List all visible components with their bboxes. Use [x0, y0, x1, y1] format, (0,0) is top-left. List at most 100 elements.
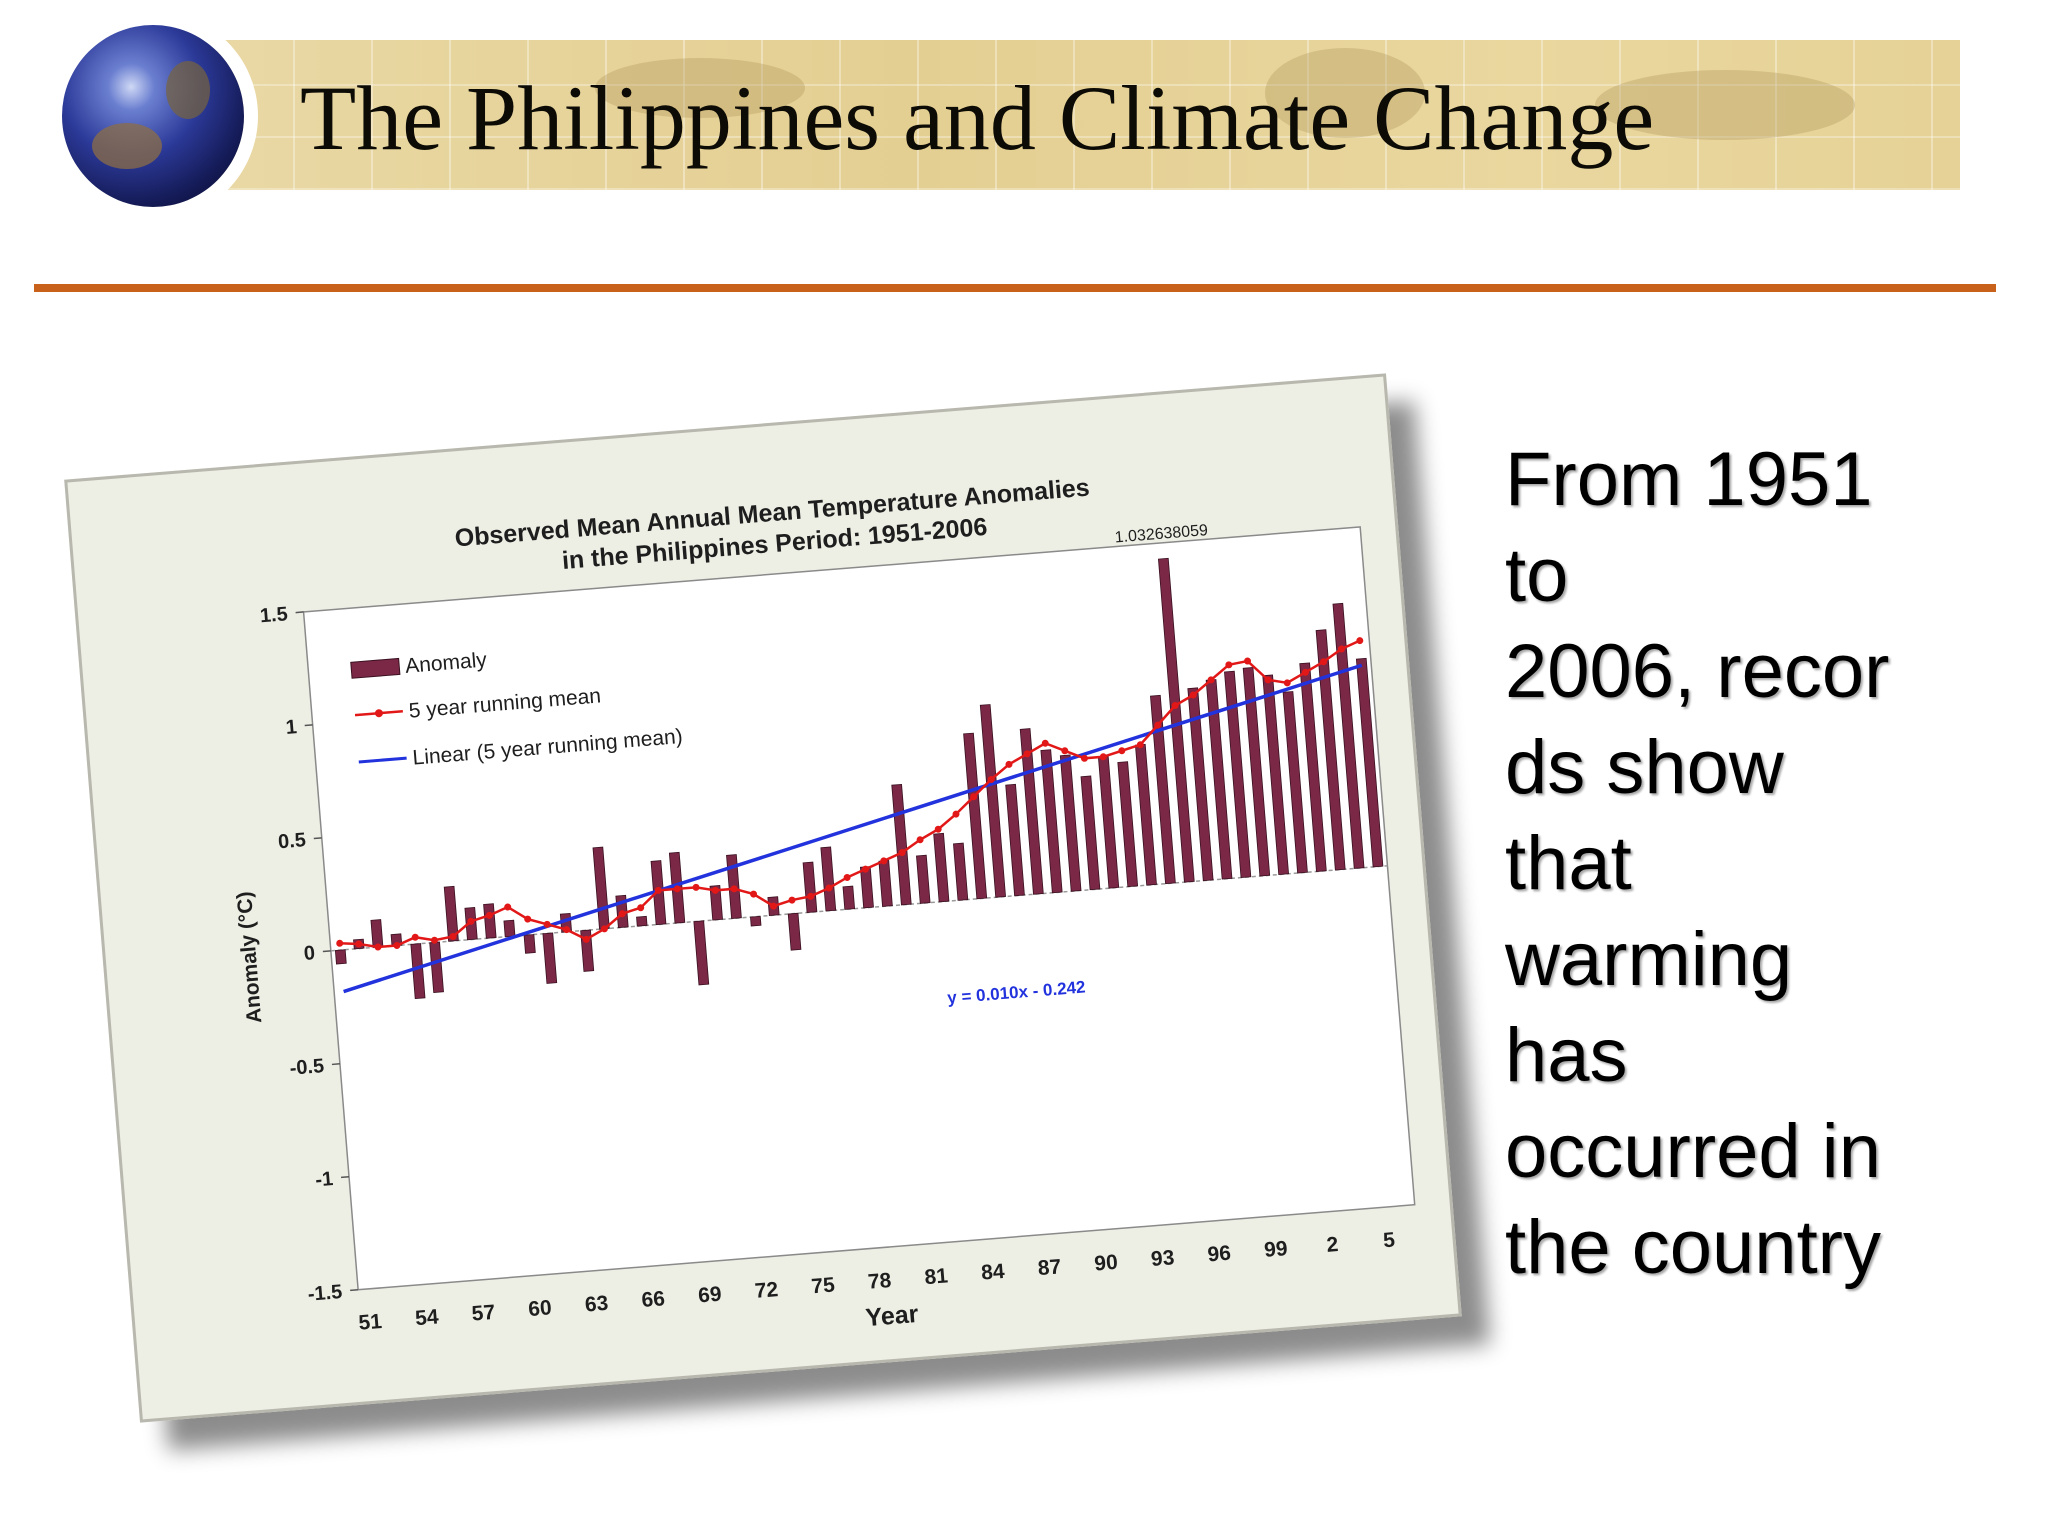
running-mean-point: [1136, 741, 1144, 749]
running-mean-point: [485, 911, 493, 919]
y-axis-label: Anomaly (°C): [233, 891, 267, 1024]
anomaly-bar: [1262, 674, 1289, 875]
chart-image-frame: Observed Mean Annual Mean Temperature An…: [64, 373, 1462, 1423]
x-tick-label: 96: [1207, 1242, 1232, 1267]
running-mean-point: [1244, 657, 1252, 665]
running-mean-point: [637, 904, 645, 912]
y-tick-label: -1: [315, 1168, 335, 1191]
slide-body-line: 2006, recor: [1505, 629, 1890, 714]
running-mean-point: [825, 884, 833, 892]
running-mean-point: [374, 943, 382, 951]
anomaly-bar: [370, 919, 384, 948]
running-mean-point: [1264, 676, 1272, 684]
anomaly-bar: [693, 920, 710, 986]
x-tick-label: 60: [527, 1296, 552, 1321]
anomaly-bar: [787, 912, 802, 951]
y-tick-mark: [331, 1063, 340, 1066]
y-tick-mark: [350, 1288, 359, 1292]
slide-body-line: to: [1505, 533, 1569, 618]
running-mean-point: [411, 933, 419, 941]
running-mean-point: [692, 883, 700, 891]
legend-linear-line: [358, 756, 407, 764]
globe-land-shape: [92, 123, 162, 169]
running-mean-point: [1061, 747, 1069, 755]
anomaly-bar: [1187, 687, 1214, 882]
running-mean-point: [861, 865, 869, 873]
anomaly-bar: [1019, 728, 1044, 895]
x-tick-label: 84: [980, 1260, 1005, 1285]
anomaly-bar: [1282, 691, 1308, 874]
running-mean-point: [711, 886, 719, 894]
running-mean-point: [449, 932, 457, 940]
anomaly-bar: [1150, 694, 1176, 885]
title-banner-grid: [215, 40, 1960, 190]
x-tick-label: 75: [810, 1274, 835, 1299]
running-mean-point: [1225, 661, 1233, 669]
anomaly-bar: [802, 861, 818, 913]
running-mean-point: [1171, 702, 1179, 710]
running-mean-point: [1080, 754, 1088, 762]
x-tick-label: 57: [471, 1301, 496, 1326]
slide-body-line: the country: [1505, 1205, 1881, 1290]
anomaly-bar: [410, 943, 426, 1000]
x-tick-label: 78: [867, 1269, 892, 1294]
x-tick-label: 66: [641, 1287, 666, 1312]
title-divider: [34, 284, 1996, 292]
x-tick-label: 87: [1037, 1255, 1062, 1280]
x-tick-label: 2: [1326, 1233, 1339, 1257]
anomaly-bar: [963, 732, 988, 900]
title-banner-map-shape: [1265, 48, 1425, 138]
running-mean-point: [1320, 658, 1328, 666]
slide-body-line: ds show: [1505, 725, 1784, 810]
anomaly-bar: [1242, 666, 1271, 877]
running-mean-point: [524, 915, 532, 923]
running-mean-point: [807, 892, 815, 900]
y-tick-mark: [322, 950, 331, 953]
running-mean-point: [1005, 760, 1013, 768]
anomaly-bar: [334, 949, 347, 965]
trend-line-layer: [343, 663, 1363, 994]
anomaly-bar: [1080, 775, 1101, 891]
globe-land-shape: [166, 61, 210, 119]
running-mean-point: [430, 936, 438, 944]
anomaly-bar: [542, 932, 558, 984]
page-title: The Philippines and Climate Change: [300, 67, 1655, 169]
anomaly-bar: [1005, 783, 1025, 897]
slide-body-line: has: [1505, 1013, 1628, 1098]
anomaly-bar: [1315, 629, 1346, 871]
anomaly-bar: [523, 934, 536, 954]
x-tick-label: 93: [1150, 1246, 1175, 1271]
anomaly-bar: [820, 846, 837, 912]
running-mean-point: [582, 935, 590, 943]
running-mean-point: [770, 902, 778, 910]
slide-body-line: From 1951: [1505, 437, 1873, 522]
running-mean-point: [970, 793, 978, 801]
slide-body-line: warming: [1505, 917, 1793, 1002]
anomaly-bar: [636, 915, 648, 927]
running-mean-point: [1041, 739, 1049, 747]
x-tick-label: 99: [1263, 1237, 1288, 1262]
running-mean-point: [788, 896, 796, 904]
y-tick-label: -1.5: [307, 1281, 343, 1306]
running-mean-point: [355, 940, 363, 948]
anomaly-bar: [1332, 602, 1365, 869]
x-tick-label: 63: [584, 1292, 609, 1317]
running-mean-point: [1023, 750, 1031, 758]
running-mean-point: [563, 926, 571, 934]
running-mean-point: [730, 885, 738, 893]
globe-icon: [62, 25, 244, 207]
running-mean-point: [987, 775, 995, 783]
title-banner: [215, 40, 1960, 190]
title-banner-map-shape: [1595, 70, 1855, 140]
anomaly-bars: [334, 557, 1384, 1000]
running-mean-point: [916, 836, 924, 844]
running-mean-point: [543, 920, 551, 928]
running-mean-point: [1154, 721, 1162, 729]
anomaly-bar: [1059, 754, 1082, 892]
anomaly-bar: [933, 832, 950, 903]
running-mean-point: [600, 925, 608, 933]
running-mean-point: [1356, 637, 1364, 645]
anomaly-bar: [709, 884, 723, 921]
anomaly-bar: [953, 842, 969, 901]
x-tick-label: 5: [1382, 1228, 1396, 1252]
